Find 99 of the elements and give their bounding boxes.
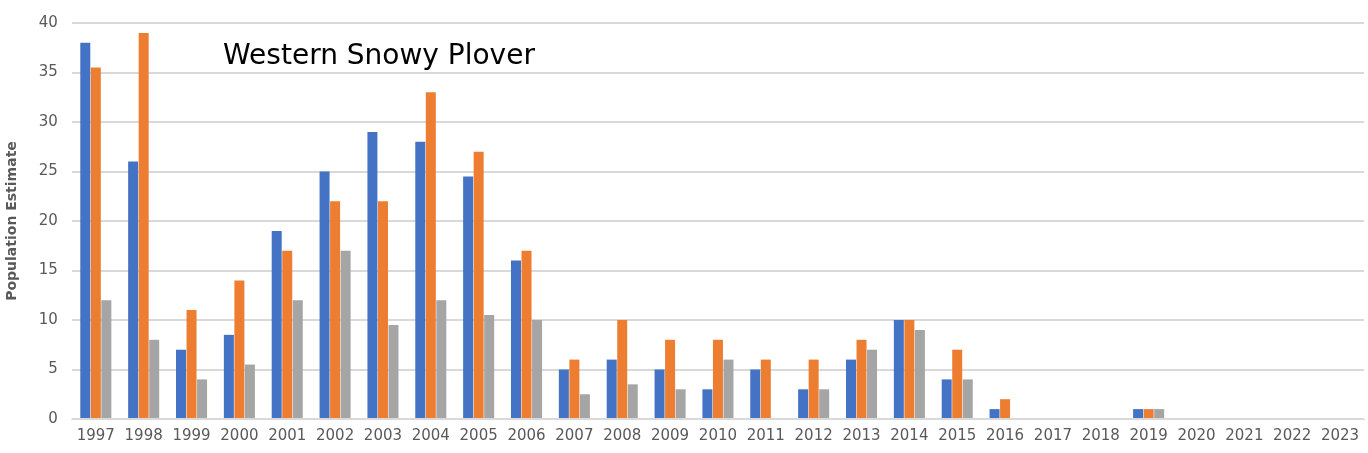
x-tick-label: 2021: [1225, 425, 1264, 444]
x-tick-label: 2001: [268, 425, 307, 444]
bar: [558, 369, 569, 418]
bar: [532, 320, 543, 418]
x-tick-label: 2022: [1273, 425, 1312, 444]
y-tick-label: 15: [38, 260, 58, 279]
bar: [90, 67, 101, 418]
bar: [128, 161, 139, 418]
bar: [760, 359, 771, 418]
x-tick-label: 2019: [1129, 425, 1168, 444]
bar: [473, 151, 484, 418]
bar: [1143, 409, 1154, 418]
bar: [388, 324, 399, 418]
bar: [665, 339, 676, 418]
y-tick-label: 35: [38, 62, 58, 81]
y-tick-label: 40: [38, 12, 58, 31]
x-tick-label: 2015: [938, 425, 977, 444]
x-tick-label: 2002: [316, 425, 355, 444]
bar: [819, 389, 830, 418]
bar: [914, 329, 925, 418]
bar: [712, 339, 723, 418]
bar: [521, 250, 532, 418]
bar: [845, 359, 856, 418]
x-tick-label: 2023: [1320, 425, 1360, 444]
bar: [867, 349, 878, 418]
x-tick-label: 1998: [124, 425, 163, 444]
bar: [101, 300, 112, 418]
bar: [952, 349, 963, 418]
y-tick-label: 20: [38, 210, 58, 229]
x-tick-label: 2011: [746, 425, 785, 444]
bar: [282, 250, 293, 418]
bar: [808, 359, 819, 418]
bar: [271, 230, 282, 418]
x-tick-label: 2006: [507, 425, 546, 444]
bar: [617, 320, 628, 418]
bar: [510, 260, 521, 418]
x-tick-label: 2017: [1033, 425, 1073, 444]
bar: [723, 359, 734, 418]
bar: [989, 409, 1000, 418]
x-tick-label: 2012: [794, 425, 833, 444]
bar: [1000, 399, 1011, 418]
bar: [340, 250, 351, 418]
bar: [319, 171, 330, 418]
x-tick-label: 2010: [698, 425, 738, 444]
bar: [415, 141, 426, 418]
bar: [149, 339, 160, 418]
x-tick-label: 2000: [220, 425, 259, 444]
x-tick-label: 2014: [890, 425, 929, 444]
text: Western Snowy Plover: [223, 38, 536, 72]
x-tick-label: 2003: [363, 425, 403, 444]
bar: [606, 359, 617, 418]
bar: [962, 379, 973, 418]
x-tick-label: 2008: [603, 425, 642, 444]
bar: [856, 339, 867, 418]
bar: [893, 320, 904, 418]
bar: [425, 92, 436, 418]
bar: [463, 176, 474, 418]
bar: [436, 300, 447, 418]
bar: [80, 42, 91, 418]
bar: [223, 334, 234, 418]
bar: [367, 131, 378, 418]
x-tick-label: 1997: [76, 425, 115, 444]
bar: [702, 389, 713, 418]
bar: [186, 310, 197, 418]
x-tick-label: 2013: [842, 425, 881, 444]
x-tick-label: 1999: [172, 425, 211, 444]
bar: [654, 369, 665, 418]
x-tick-label: 2007: [555, 425, 594, 444]
bar: [244, 364, 255, 418]
bar: [627, 384, 638, 418]
bar: [941, 379, 952, 418]
bar: [1154, 409, 1165, 418]
y-tick-label: 10: [38, 309, 58, 328]
bar: [138, 32, 149, 418]
bar: [1133, 409, 1144, 418]
x-tick-label: 2018: [1081, 425, 1120, 444]
bar: [750, 369, 761, 418]
bar: [330, 201, 341, 418]
x-tick-label: 2016: [985, 425, 1025, 444]
bar: [798, 389, 809, 418]
x-tick-label: 2020: [1177, 425, 1216, 444]
bar: [569, 359, 580, 418]
bar: [197, 379, 208, 418]
y-axis-title: Population Estimate: [3, 141, 20, 301]
x-tick-label: 2004: [411, 425, 450, 444]
x-tick-label: 2009: [650, 425, 690, 444]
bar: [292, 300, 303, 418]
bar: [904, 320, 915, 418]
y-tick-label: 25: [38, 161, 58, 180]
bar: [484, 315, 495, 418]
bar: [176, 349, 186, 418]
y-tick-label: 5: [48, 359, 58, 378]
x-tick-label: 2005: [459, 425, 498, 444]
bar: [675, 389, 686, 418]
bar: [377, 201, 388, 418]
y-tick-label: 0: [48, 408, 58, 427]
bar: [579, 394, 590, 418]
bar: [234, 280, 245, 418]
y-tick-label: 30: [38, 111, 58, 130]
